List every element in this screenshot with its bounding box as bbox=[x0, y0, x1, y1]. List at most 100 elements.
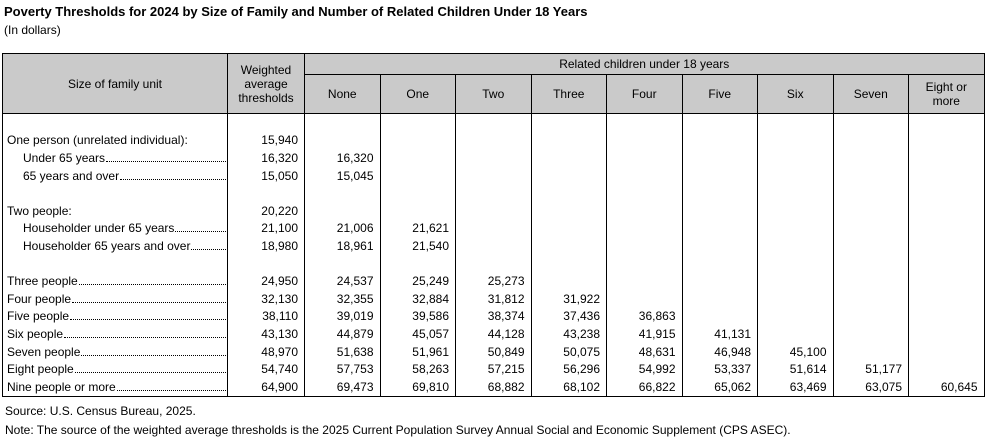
children-count-value bbox=[304, 184, 381, 202]
table-row: Householder under 65 years 21,100 21,006 21… bbox=[2, 219, 985, 238]
family-size-label bbox=[2, 113, 228, 132]
page-title: Poverty Thresholds for 2024 by Size of F… bbox=[4, 4, 588, 19]
children-count-value: 46,948 bbox=[681, 342, 758, 361]
dotted-leader bbox=[116, 389, 226, 391]
children-count-value bbox=[908, 113, 985, 132]
table-row: Seven people 48,970 51,638 51,961 50,849 50,0… bbox=[2, 342, 985, 361]
children-count-value bbox=[530, 272, 607, 290]
family-size-label-text: Nine people or more bbox=[7, 379, 116, 394]
children-count-value: 43,238 bbox=[530, 325, 607, 343]
children-count-value bbox=[908, 360, 985, 378]
children-count-value bbox=[908, 201, 985, 220]
weighted-average-value: 20,220 bbox=[227, 201, 305, 220]
weighted-average-value: 64,900 bbox=[227, 377, 305, 396]
family-size-label-text: 65 years and over bbox=[23, 168, 120, 183]
family-size-label: Householder 65 years and over bbox=[2, 237, 228, 255]
header-group-row: Size of family unit Weighted average thr… bbox=[2, 53, 985, 114]
children-count-value bbox=[379, 131, 456, 150]
children-count-value bbox=[455, 219, 532, 238]
column-group-header-related-children: Related children under 18 years bbox=[304, 53, 985, 75]
table-body: One person (unrelated individual): 15,940… bbox=[2, 113, 985, 396]
children-count-value bbox=[681, 307, 758, 326]
children-count-value: 69,473 bbox=[304, 377, 381, 396]
column-header-weighted-average: Weighted average thresholds bbox=[227, 53, 305, 114]
family-size-label-text: Six people bbox=[7, 326, 64, 341]
weighted-average-value bbox=[227, 254, 305, 273]
family-size-label: One person (unrelated individual): bbox=[2, 131, 228, 150]
children-count-value bbox=[832, 289, 909, 308]
children-count-value: 48,631 bbox=[606, 342, 683, 361]
children-count-value: 68,882 bbox=[455, 377, 532, 396]
children-count-value bbox=[681, 289, 758, 308]
children-count-value: 68,102 bbox=[530, 377, 607, 396]
children-count-value: 32,884 bbox=[379, 289, 456, 308]
children-count-value: 37,436 bbox=[530, 307, 607, 326]
weighted-average-value: 16,320 bbox=[227, 149, 305, 167]
children-count-value bbox=[832, 184, 909, 202]
family-size-label: Four people bbox=[2, 289, 228, 308]
family-size-label: Two people: bbox=[2, 201, 228, 220]
children-count-value bbox=[606, 219, 683, 238]
children-count-value: 41,915 bbox=[606, 325, 683, 343]
family-size-label: Six people bbox=[2, 325, 228, 343]
children-count-value: 39,019 bbox=[304, 307, 381, 326]
family-size-label: Seven people bbox=[2, 342, 228, 361]
children-count-value bbox=[832, 254, 909, 273]
children-count-value bbox=[606, 237, 683, 255]
children-count-value: 31,922 bbox=[530, 289, 607, 308]
table-row: Six people 43,130 44,879 45,057 44,128 43,238… bbox=[2, 325, 985, 343]
table-row: One person (unrelated individual): 15,940 bbox=[2, 131, 985, 150]
weighted-average-value: 21,100 bbox=[227, 219, 305, 238]
children-count-value bbox=[379, 149, 456, 167]
children-count-value bbox=[681, 113, 758, 132]
children-count-value: 36,863 bbox=[606, 307, 683, 326]
children-count-value bbox=[304, 201, 381, 220]
children-count-value bbox=[530, 201, 607, 220]
table-footnotes: Source: U.S. Census Bureau, 2025. Note: … bbox=[2, 397, 984, 440]
column-header-family-size: Size of family unit bbox=[2, 53, 228, 114]
column-header-eight-or-more: Eight or more bbox=[908, 74, 985, 114]
weighted-average-value: 15,050 bbox=[227, 166, 305, 185]
children-count-value: 56,296 bbox=[530, 360, 607, 378]
children-count-value bbox=[530, 254, 607, 273]
family-size-label: Five people bbox=[2, 307, 228, 326]
children-count-value bbox=[606, 149, 683, 167]
children-count-value bbox=[455, 254, 532, 273]
children-count-value: 69,810 bbox=[379, 377, 456, 396]
family-size-label-text: Three people bbox=[7, 274, 78, 289]
weighted-average-value bbox=[227, 184, 305, 202]
children-count-value bbox=[908, 307, 985, 326]
children-count-value bbox=[455, 237, 532, 255]
children-count-value bbox=[606, 184, 683, 202]
children-count-value: 15,045 bbox=[304, 166, 381, 185]
children-count-value bbox=[757, 272, 834, 290]
children-count-value bbox=[757, 131, 834, 150]
children-count-value bbox=[304, 131, 381, 150]
children-count-value bbox=[832, 166, 909, 185]
children-count-value: 63,469 bbox=[757, 377, 834, 396]
children-count-value bbox=[606, 289, 683, 308]
spacer-row bbox=[2, 113, 985, 132]
children-count-value: 21,006 bbox=[304, 219, 381, 238]
children-count-value bbox=[681, 184, 758, 202]
dotted-leader bbox=[106, 160, 226, 162]
children-count-value: 44,879 bbox=[304, 325, 381, 343]
children-count-value bbox=[908, 219, 985, 238]
weighted-average-value: 54,740 bbox=[227, 360, 305, 378]
column-header-seven: Seven bbox=[832, 74, 909, 114]
column-header-none: None bbox=[304, 74, 381, 114]
children-count-value bbox=[681, 272, 758, 290]
family-size-label-text: Two people: bbox=[7, 203, 72, 218]
table-row: Under 65 years 16,320 16,320 bbox=[2, 149, 985, 167]
column-header-five: Five bbox=[681, 74, 758, 114]
children-count-value bbox=[530, 113, 607, 132]
children-count-value bbox=[379, 254, 456, 273]
children-count-value bbox=[606, 113, 683, 132]
children-count-value bbox=[681, 149, 758, 167]
children-count-value bbox=[681, 219, 758, 238]
dotted-leader bbox=[175, 231, 226, 233]
children-count-value: 53,337 bbox=[681, 360, 758, 378]
children-count-value bbox=[757, 254, 834, 273]
children-count-value: 25,249 bbox=[379, 272, 456, 290]
